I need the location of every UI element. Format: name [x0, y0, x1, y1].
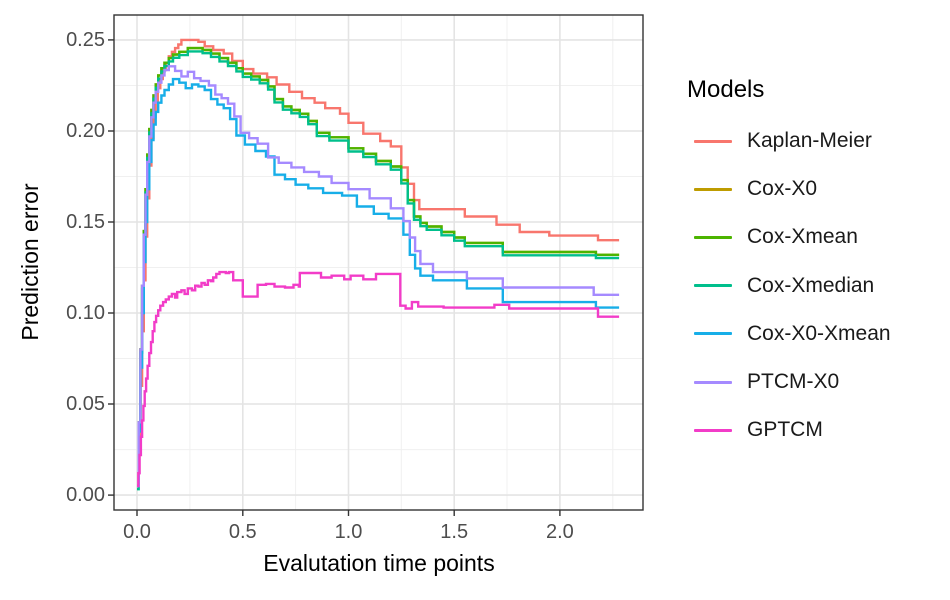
legend-item: Cox-X0-Xmean	[687, 310, 937, 358]
curve-ptcm-x0	[137, 65, 620, 488]
legend-item-label: PTCM-X0	[747, 370, 840, 394]
legend-key-line-icon	[694, 428, 732, 432]
legend-key-line-icon	[694, 187, 732, 191]
x-tick-label: 2.0	[546, 521, 574, 543]
legend-items: Kaplan-Meier Cox-X0 Cox-Xmean Cox-Xmedian Co…	[687, 117, 937, 454]
legend-item-label: Cox-X0-Xmean	[747, 321, 891, 345]
legend-item: PTCM-X0	[687, 358, 937, 406]
legend-item-label: Cox-Xmean	[747, 225, 858, 249]
legend-item-label: Cox-Xmedian	[747, 273, 875, 297]
y-tick-label: 0.10	[66, 302, 105, 325]
y-tick-label: 0.05	[66, 393, 105, 416]
legend-key	[694, 187, 732, 191]
y-axis-title: Prediction error	[17, 183, 43, 341]
legend-item: Cox-Xmean	[687, 213, 937, 261]
panel-border	[113, 14, 644, 511]
legend-key	[694, 332, 732, 336]
x-tick-label: 1.0	[334, 521, 363, 543]
x-axis-title: Evalutation time points	[263, 550, 495, 576]
x-tick-label: 0.0	[123, 521, 151, 543]
legend-key-line-icon	[694, 235, 732, 239]
curve-cox-x0-xmean	[137, 77, 620, 488]
legend-key-line-icon	[694, 139, 732, 143]
legend-item-label: Kaplan-Meier	[747, 129, 872, 153]
legend-title: Models	[687, 76, 765, 103]
curve-gptcm	[137, 270, 620, 488]
legend-key	[694, 380, 732, 384]
y-tick-label: 0.20	[66, 119, 105, 142]
legend-item: Kaplan-Meier	[687, 117, 937, 165]
x-tick-label: 1.5	[440, 521, 469, 543]
legend-key-line-icon	[694, 380, 732, 384]
legend-item-label: GPTCM	[747, 418, 823, 442]
legend-key	[694, 139, 732, 143]
legend-item-label: Cox-X0	[747, 177, 818, 201]
plot-panel	[114, 15, 643, 510]
legend-item: Cox-Xmedian	[687, 262, 937, 310]
legend-key	[694, 428, 732, 432]
y-tick-label: 0.00	[66, 484, 105, 507]
x-tick-label: 0.5	[228, 521, 257, 543]
legend-key	[694, 235, 732, 239]
y-tick-label: 0.15	[66, 210, 105, 233]
legend-key	[694, 284, 732, 288]
legend-item: Cox-X0	[687, 165, 937, 213]
legend-key-line-icon	[694, 284, 732, 288]
legend-key-line-icon	[694, 332, 732, 336]
y-tick-label: 0.25	[66, 28, 105, 51]
legend: Models Kaplan-Meier Cox-X0 Cox-Xmean Cox-Xm…	[687, 76, 937, 454]
legend-item: GPTCM	[687, 406, 937, 454]
